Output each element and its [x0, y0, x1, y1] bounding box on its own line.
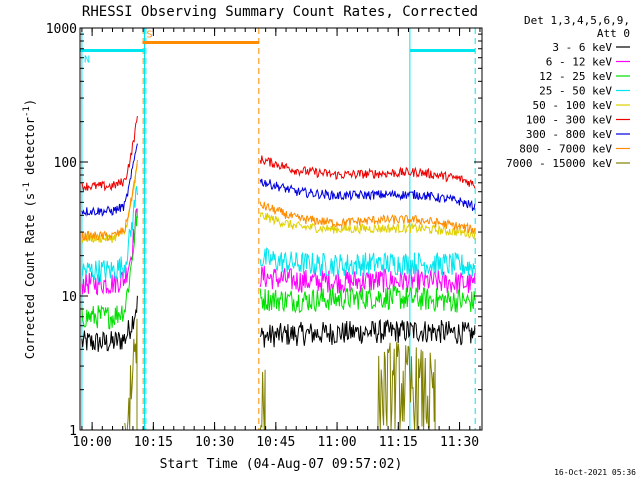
plot-area: SN	[80, 28, 476, 431]
series-line	[259, 212, 476, 240]
x-tick-label: 11:30	[440, 435, 479, 450]
series-line	[259, 285, 476, 314]
series-line	[259, 155, 476, 189]
x-tick-label: 11:15	[379, 435, 418, 450]
series-line	[259, 178, 476, 211]
x-tick-label: 10:15	[134, 435, 173, 450]
legend-entry-label: 6 - 12 keV	[546, 56, 613, 69]
y-tick-label: 1	[69, 424, 77, 439]
legend-header-line-2: Att 0	[597, 27, 630, 40]
series-line	[81, 159, 138, 241]
series-line	[259, 369, 266, 431]
series-line	[81, 116, 138, 192]
legend-header-line-1: Det 1,3,4,5,6,9,	[524, 14, 630, 27]
series-line	[81, 208, 138, 330]
x-tick-label: 11:00	[317, 435, 356, 450]
series-line	[259, 318, 476, 348]
series-line	[81, 186, 138, 283]
timestamp: 16-Oct-2021 05:36	[554, 468, 636, 477]
legend-entry-label: 100 - 300 keV	[526, 114, 612, 127]
legend-entry-label: 3 - 6 keV	[552, 41, 612, 54]
x-axis-label: Start Time (04-Aug-07 09:57:02)	[160, 457, 403, 472]
series-line	[259, 201, 476, 235]
series-line	[81, 143, 138, 217]
y-tick-label: 100	[54, 156, 77, 171]
legend-entry-label: 300 - 800 keV	[526, 128, 612, 141]
legend-entry-label: 800 - 7000 keV	[519, 143, 612, 156]
flag-label: N	[84, 54, 90, 65]
y-tick-label: 1000	[46, 22, 77, 37]
series-line	[81, 208, 138, 296]
series-line	[259, 247, 476, 278]
axes: 10:00 10:15 10:30 10:45 11:00 11:15 11:30 1 10 10…	[46, 22, 482, 450]
plot-frame	[79, 27, 483, 431]
series-line	[259, 265, 476, 294]
chart-title: RHESSI Observing Summary Count Rates, Co…	[82, 4, 478, 20]
legend-entry-label: 50 - 100 keV	[533, 99, 613, 112]
x-tick-label: 10:45	[256, 435, 295, 450]
series-line	[377, 342, 436, 431]
y-tick-label: 10	[61, 290, 77, 305]
y-axis-label: Corrected Count Rate (s-1 detector-1)	[22, 99, 37, 359]
series-line	[81, 295, 138, 352]
flag-label: S	[146, 29, 152, 40]
legend: Det 1,3,4,5,6,9, Att 0 3 - 6 keV 6 - 12 k…	[506, 14, 630, 170]
legend-entry-label: 25 - 50 keV	[539, 85, 612, 98]
legend-entry-label: 7000 - 15000 keV	[506, 157, 612, 170]
legend-entry-label: 12 - 25 keV	[539, 70, 612, 83]
x-tick-label: 10:30	[195, 435, 234, 450]
x-tick-label: 10:00	[73, 435, 112, 450]
